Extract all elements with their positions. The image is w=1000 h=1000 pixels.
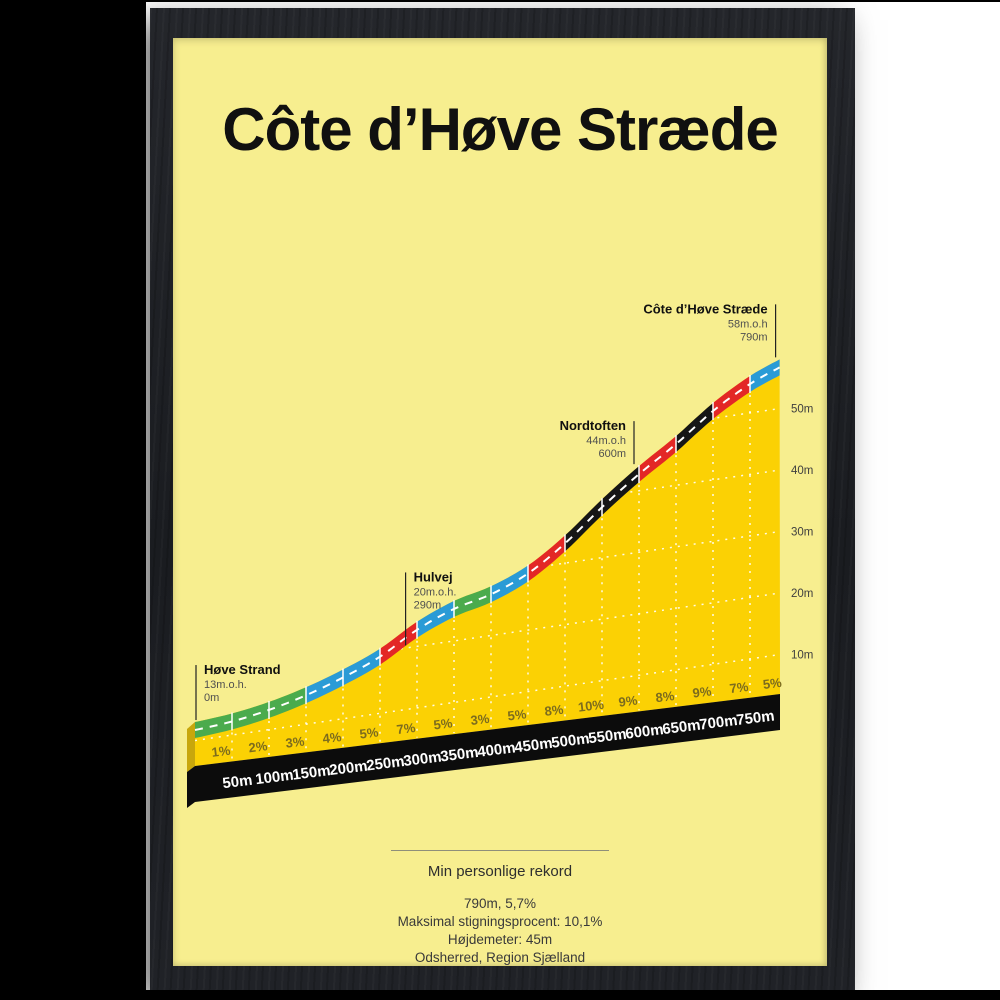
record-line: 790m, 5,7% bbox=[463, 896, 537, 911]
record-line: Odsherred, Region Sjælland bbox=[414, 950, 586, 965]
record-heading: Min personlige rekord bbox=[427, 863, 573, 880]
record-line: Maksimal stigningsprocent: 10,1% bbox=[397, 914, 603, 929]
personal-record-block: Min personlige rekord 790m, 5,7% Maksima… bbox=[173, 850, 827, 967]
poster-title: Côte d’Høve Stræde bbox=[222, 96, 778, 163]
record-line: Højdemeter: 45m bbox=[447, 932, 553, 947]
poster bbox=[173, 38, 827, 966]
record-divider bbox=[391, 850, 609, 851]
